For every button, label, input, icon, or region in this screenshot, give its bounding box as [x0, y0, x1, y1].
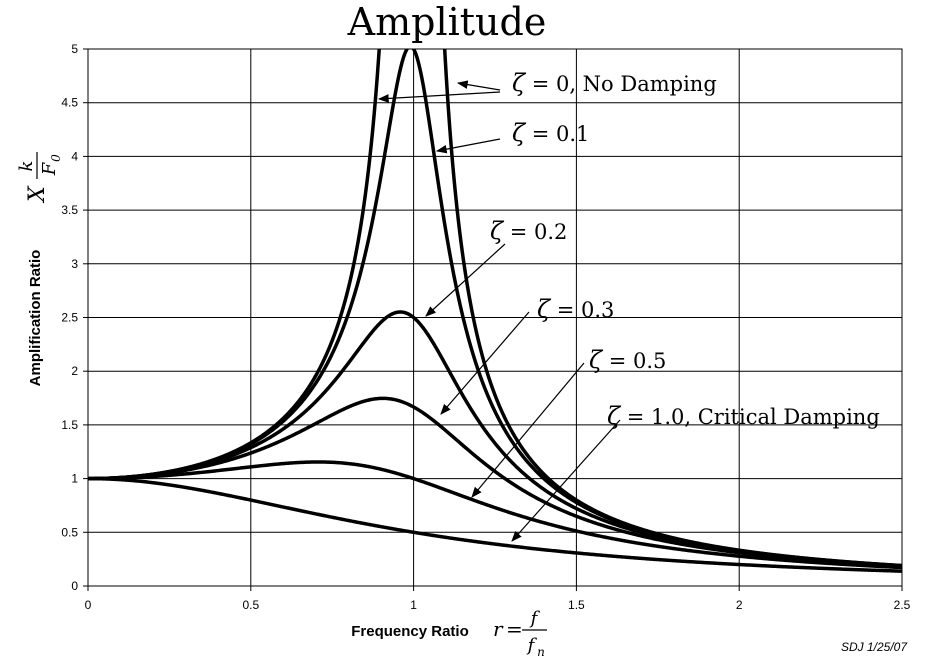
y-tick-label: 1	[71, 472, 78, 486]
y-formula-den: F	[39, 161, 60, 176]
x-tick-label: 2	[736, 598, 743, 612]
curve-zeta-0-2	[88, 310, 902, 568]
y-axis-label: Amplification Ratio	[27, 250, 44, 387]
x-axis-formula: r = f f n	[493, 608, 547, 659]
y-tick-label: 2.5	[61, 311, 78, 325]
leader-arrow	[435, 138, 501, 154]
y-tick-label: 5	[71, 42, 78, 56]
zeta-symbol: ζ	[512, 69, 527, 97]
zeta-symbol: ζ	[490, 217, 505, 245]
x-formula-eq: =	[506, 617, 523, 641]
annotation-zeta-0-5: ζ = 0.5	[471, 346, 666, 498]
y-formula-var: X	[25, 185, 50, 204]
curve-zeta-0-1	[88, 49, 902, 568]
y-tick-label: 4.5	[61, 96, 78, 110]
annotation-text: = 0.2	[503, 220, 567, 244]
y-tick-label: 4	[71, 149, 78, 163]
leader-arrow	[456, 80, 501, 91]
x-axis-ticks: 0 0.5 1 1.5 2 2.5	[85, 586, 911, 612]
leader-arrow	[425, 243, 506, 317]
y-tick-label: 1.5	[61, 418, 78, 432]
annotation-text: = 0.1	[525, 122, 589, 146]
x-tick-label: 0.5	[242, 598, 259, 612]
curve-zeta-0-left	[88, 49, 381, 481]
annotation-zeta-1: ζ = 1.0, Critical Damping	[511, 402, 880, 542]
y-tick-label: 0.5	[61, 525, 78, 539]
y-formula-num: k	[16, 161, 37, 172]
zeta-symbol: ζ	[537, 295, 552, 323]
x-formula-den: f	[526, 635, 538, 656]
x-formula-num: f	[529, 608, 541, 629]
x-tick-label: 2.5	[894, 598, 911, 612]
y-tick-label: 2	[71, 364, 78, 378]
y-axis-ticks: 0 0.5 1 1.5 2 2.5 3 3.5 4 4.5 5	[61, 42, 88, 593]
grid-lines	[87, 48, 903, 587]
leader-arrow	[471, 362, 585, 498]
zeta-symbol: ζ	[512, 119, 527, 147]
annotation-text: = 0.3	[550, 298, 614, 322]
annotation-text: = 0, No Damping	[525, 72, 717, 96]
leader-arrow	[511, 419, 621, 542]
annotation-label: ζ = 0.3	[537, 295, 614, 323]
x-tick-label: 1	[410, 598, 417, 612]
damping-curves	[88, 49, 902, 573]
annotation-zeta-0-3: ζ = 0.3	[440, 295, 614, 415]
x-tick-label: 0	[85, 598, 92, 612]
x-formula-den-sub: n	[537, 645, 545, 659]
y-formula-den-sub: 0	[49, 154, 63, 162]
x-formula-lhs: r	[493, 617, 504, 641]
y-tick-label: 3.5	[61, 203, 78, 217]
leader-arrow	[377, 91, 501, 103]
x-tick-label: 1.5	[568, 598, 585, 612]
annotation-label: ζ = 1.0, Critical Damping	[607, 402, 880, 430]
annotation-text: = 0.5	[602, 349, 666, 373]
curve-zeta-0-3	[88, 396, 902, 569]
chart-title: Amplitude	[347, 0, 547, 44]
annotation-label: ζ = 0.1	[512, 119, 589, 147]
annotation-label: ζ = 0.2	[490, 217, 567, 245]
zeta-symbol: ζ	[607, 402, 622, 430]
annotation-zeta-0: ζ = 0, No Damping	[377, 69, 717, 103]
annotation-zeta-0-2: ζ = 0.2	[425, 217, 567, 317]
zeta-symbol: ζ	[589, 346, 604, 374]
annotation-text: = 1.0, Critical Damping	[620, 405, 880, 429]
annotation-label: ζ = 0, No Damping	[512, 69, 717, 97]
y-axis-formula: X k F 0	[16, 152, 63, 204]
leader-arrow	[440, 311, 530, 415]
author-stamp: SDJ 1/25/07	[841, 640, 908, 654]
curve-zeta-0-5	[88, 460, 902, 570]
x-axis-label: Frequency Ratio	[351, 623, 469, 640]
annotation-label: ζ = 0.5	[589, 346, 666, 374]
annotation-zeta-0-1: ζ = 0.1	[435, 119, 589, 154]
y-tick-label: 3	[71, 257, 78, 271]
curve-zeta-1	[88, 476, 902, 573]
y-tick-label: 0	[71, 579, 78, 593]
